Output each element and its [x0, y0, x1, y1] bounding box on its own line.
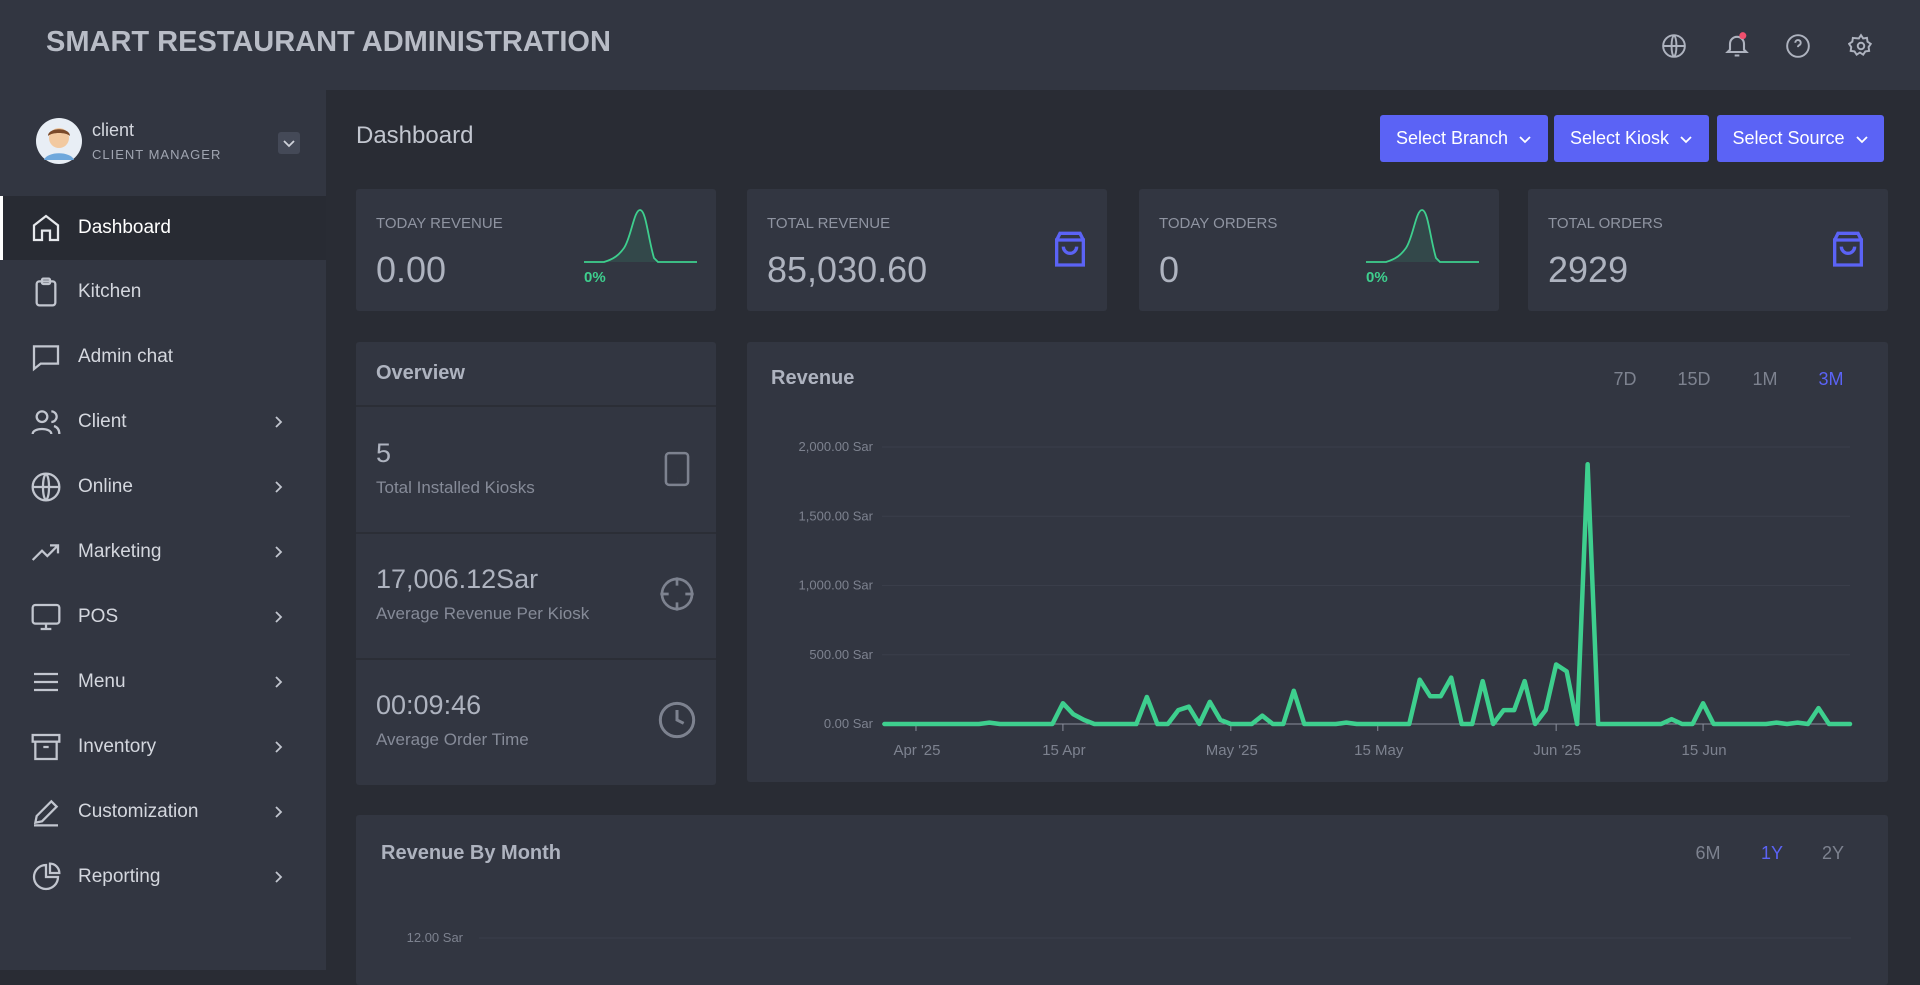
sidebar: client CLIENT MANAGER Dashboard Kitchen …	[0, 90, 326, 970]
header: SMART RESTAURANT ADMINISTRATION	[0, 0, 1920, 90]
overview-card: Overview 5 Total Installed Kiosks 17,006.…	[356, 342, 716, 785]
text: Menu	[78, 671, 126, 692]
revenue-by-month-card	[356, 815, 1888, 985]
x-tick-label: 15 Apr	[1042, 742, 1085, 759]
user-name: client	[92, 120, 135, 140]
text: 00:09:46	[376, 690, 482, 720]
text: 0.00	[376, 249, 447, 290]
menu-item-active[interactable]: Dashboard	[0, 196, 326, 260]
text: Select Source	[1732, 128, 1845, 148]
stat-card: TODAY ORDERS 0 0%	[1139, 189, 1499, 311]
filter-button[interactable]: Select Kiosk	[1554, 115, 1709, 162]
text: TODAY REVENUE	[376, 215, 503, 232]
avatar	[36, 118, 82, 164]
text: 2929	[1548, 249, 1629, 290]
text: Admin chat	[78, 346, 174, 367]
y-tick-label: 1,500.00 Sar	[799, 508, 874, 523]
text: Inventory	[78, 736, 157, 757]
revenue-line	[882, 462, 1853, 727]
filter-button[interactable]: Select Source	[1717, 115, 1884, 162]
user-role: CLIENT MANAGER	[92, 147, 222, 162]
text: 0%	[1366, 269, 1388, 286]
period-button[interactable]: 2Y	[1822, 843, 1844, 863]
text: TOTAL REVENUE	[767, 215, 891, 232]
language-icon[interactable]	[1661, 33, 1687, 59]
text: TODAY ORDERS	[1159, 215, 1278, 232]
text: Kitchen	[78, 281, 142, 302]
x-tick-label: 15 May	[1354, 742, 1404, 759]
x-tick-label: Jun '25	[1533, 742, 1581, 759]
menu-item[interactable]: POS	[0, 585, 326, 649]
app-title: SMART RESTAURANT ADMINISTRATION	[46, 26, 611, 58]
text: 17,006.12Sar	[376, 564, 539, 594]
x-tick-label: 15 Jun	[1682, 742, 1727, 759]
period-button[interactable]: 1M	[1752, 369, 1777, 389]
menu-item[interactable]: Menu	[0, 650, 326, 714]
settings-icon[interactable]	[1848, 33, 1874, 59]
text: 0	[1159, 249, 1180, 290]
text: Total Installed Kiosks	[376, 478, 535, 497]
menu-item[interactable]: Kitchen	[0, 260, 326, 324]
stat-card: TOTAL ORDERS 2929	[1528, 189, 1888, 311]
period-button[interactable]: 15D	[1677, 369, 1710, 389]
text: Reporting	[78, 866, 161, 887]
y-tick-label: 0.00 Sar	[824, 716, 874, 731]
text: 85,030.60	[767, 249, 928, 290]
text: Customization	[78, 801, 199, 822]
text: Marketing	[78, 541, 162, 562]
x-tick-label: Apr '25	[893, 742, 940, 759]
y-tick-label: 12.00 Sar	[407, 930, 464, 945]
period-button[interactable]: 1Y	[1761, 843, 1783, 863]
text: Client	[78, 411, 127, 432]
text: Online	[78, 476, 133, 497]
notification-icon[interactable]	[1723, 31, 1751, 59]
y-tick-label: 2,000.00 Sar	[799, 439, 874, 454]
chart-title: Revenue By Month	[381, 842, 561, 864]
text: Average Order Time	[376, 730, 529, 749]
text: POS	[78, 606, 119, 627]
text: Overview	[376, 362, 465, 384]
menu-item[interactable]: Admin chat	[0, 325, 326, 389]
page-title: Dashboard	[356, 122, 474, 149]
period-button[interactable]: 6M	[1695, 843, 1720, 863]
stat-card: TOTAL REVENUE 85,030.60	[747, 189, 1107, 311]
text: Select Kiosk	[1569, 128, 1670, 148]
text: Dashboard	[78, 217, 171, 238]
y-tick-label: 500.00 Sar	[809, 647, 873, 662]
y-tick-label: 1,000.00 Sar	[799, 578, 874, 593]
help-icon[interactable]	[1785, 33, 1811, 59]
text: 5	[376, 438, 392, 468]
filter-button[interactable]: Select Branch	[1380, 115, 1548, 162]
menu-item[interactable]: Online	[0, 455, 326, 519]
menu-item[interactable]: Inventory	[0, 715, 326, 779]
period-button[interactable]: 3M	[1818, 369, 1843, 389]
menu-item[interactable]: Client	[0, 390, 326, 454]
stat-card: TODAY REVENUE 0.00 0%	[356, 189, 716, 311]
x-tick-label: May '25	[1206, 742, 1258, 759]
user-dropdown[interactable]	[278, 132, 300, 154]
chart-title: Revenue	[771, 367, 854, 389]
text: Select Branch	[1395, 128, 1509, 148]
period-button[interactable]: 7D	[1613, 369, 1636, 389]
menu-item[interactable]: Reporting	[0, 845, 326, 909]
menu-item[interactable]: Marketing	[0, 520, 326, 584]
text: 0%	[584, 269, 606, 286]
text: TOTAL ORDERS	[1548, 215, 1663, 232]
text: Average Revenue Per Kiosk	[376, 604, 590, 623]
menu-item[interactable]: Customization	[0, 780, 326, 844]
